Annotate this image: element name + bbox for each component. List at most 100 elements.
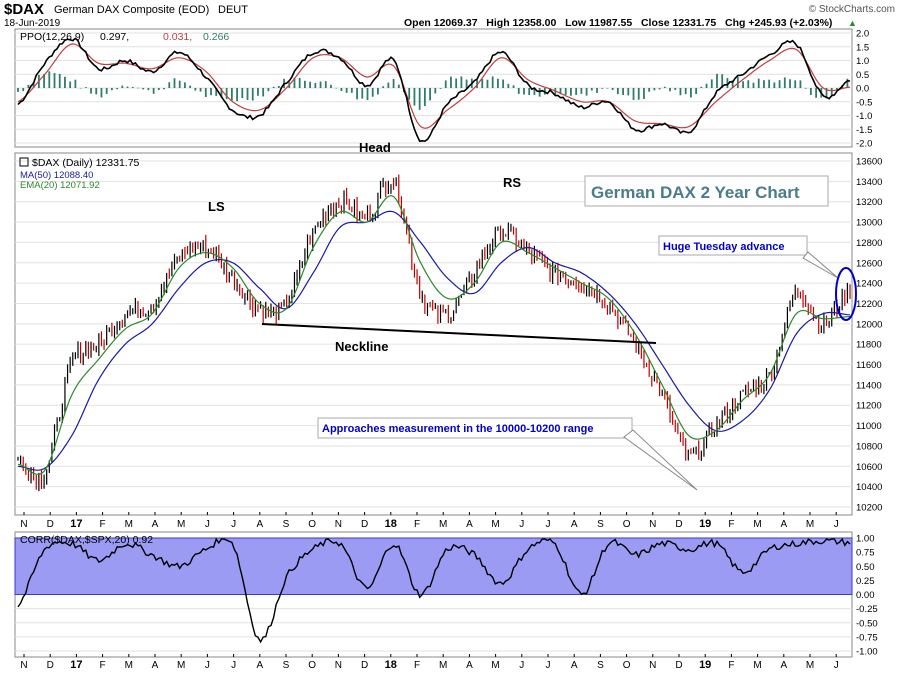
ppo-hist-bar: [371, 88, 374, 97]
x-tick-label: J: [205, 660, 210, 671]
ppo-hist-bar: [361, 88, 364, 99]
x-tick-label: 18: [385, 518, 397, 530]
ppo-tick-label: 1.5: [856, 42, 869, 53]
ppo-hist-bar: [116, 88, 119, 90]
ppo-hist-bar: [194, 88, 197, 91]
ppo-hist-bar: [481, 79, 484, 88]
huge-advance-label: Huge Tuesday advance: [663, 241, 784, 253]
ppo-tick-label: -1.5: [856, 125, 872, 136]
ppo-tick-label: 0.0: [856, 84, 869, 95]
chart-title-box: [584, 175, 829, 207]
x-tick-label: F: [100, 660, 106, 671]
ppo-hist-bar: [679, 88, 682, 96]
ppo-hist-bar: [846, 78, 849, 88]
corr-tick-label: 0.75: [856, 548, 875, 559]
ppo-hist-bar: [580, 88, 583, 94]
ppo-hist-bar: [423, 88, 426, 107]
ppo-hist-bar: [58, 73, 61, 88]
price-tick-label: 11400: [856, 380, 882, 391]
corr-tick-label: -0.75: [856, 632, 878, 643]
ppo-hist-bar: [79, 88, 82, 89]
legend-symbol: $DAX (Daily) 12331.75: [32, 157, 140, 169]
ppo-hist-bar: [64, 76, 66, 88]
ppo-hist-bar: [137, 87, 139, 89]
ppo-hist-bar: [564, 88, 567, 95]
ppo-hist-bar: [178, 80, 181, 88]
ppo-hist-bar: [74, 79, 77, 88]
x-tick-label: J: [231, 660, 236, 671]
x-tick-label: 19: [699, 518, 711, 530]
x-tick-label: D: [361, 660, 368, 671]
x-tick-label: A: [152, 519, 159, 530]
ppo-hist-bar: [653, 88, 656, 91]
ppo-hist-bar: [710, 79, 713, 88]
ppo-hist-bar: [752, 82, 755, 88]
x-tick-label: N: [20, 660, 27, 671]
x-tick-label: J: [546, 660, 551, 671]
ppo-hist-bar: [596, 88, 598, 93]
ema20-line: [17, 194, 851, 476]
corr-line: [17, 537, 851, 644]
ppo-hist-bar: [830, 88, 833, 96]
ppo-hist-bar: [204, 88, 207, 97]
ppo-hist-bar: [377, 88, 379, 95]
ppo-hist-bar: [105, 88, 108, 94]
price-tick-label: 12600: [856, 258, 882, 269]
head-label: Head: [359, 140, 391, 155]
ppo-hist-bar: [324, 81, 327, 88]
ppo-hist-bar: [157, 88, 160, 91]
approach-label: Approaches measurement in the 10000-1020…: [322, 423, 593, 435]
ma50-line: [17, 210, 851, 471]
ppo-hist-bar: [590, 88, 593, 91]
quote-line: Open 12069.37 High 12358.00 Low 11987.55…: [404, 17, 832, 29]
price-tick-label: 12200: [856, 299, 882, 310]
ppo-hist-bar: [616, 88, 619, 95]
ppo-hist-bar: [763, 80, 765, 88]
ppo-hist-bar: [757, 78, 760, 88]
price-tick-label: 13200: [856, 197, 882, 208]
neckline: [261, 323, 657, 344]
ppo-hist-bar: [726, 78, 729, 88]
ppo-hist-bar: [684, 88, 687, 95]
ppo-hist-bar: [773, 82, 776, 88]
x-tick-label: O: [308, 660, 316, 671]
ppo-hist-bar: [397, 84, 400, 88]
exchange-label: DEUT: [218, 4, 248, 16]
ppo-hist-bar: [643, 88, 645, 100]
ppo-hist-bar: [418, 88, 421, 110]
ppo-hist-bar: [387, 82, 390, 88]
change-up-icon: ▲: [848, 18, 857, 28]
x-tick-label: J: [546, 519, 551, 530]
ppo-hist-bar: [335, 87, 338, 89]
ppo-hist-bar: [768, 79, 771, 88]
ppo-hist-bar: [491, 76, 494, 88]
ppo-hist-bar: [110, 88, 113, 91]
x-tick-label: F: [414, 519, 420, 530]
ppo-hist-bar: [17, 88, 19, 92]
ppo-hist-bar: [356, 88, 358, 100]
rs-label: RS: [503, 175, 521, 190]
ppo-hist-bar: [674, 88, 677, 90]
huge-advance-pointer: [802, 251, 839, 279]
ppo-hist-bar: [90, 88, 92, 94]
ppo-hist-bar: [340, 88, 343, 92]
x-tick-label: F: [414, 660, 420, 671]
legend-ema20: EMA(20) 12071.92: [20, 180, 100, 191]
ppo-hist-bar: [152, 88, 155, 94]
ppo-hist-bar: [413, 88, 416, 106]
ppo-hist-bar: [131, 86, 134, 88]
corr-panel: 1.00 0.75 0.50 0.25 0.00 -0.25 -0.50 -0.75 -1.00…: [14, 531, 878, 658]
ppo-hist-bar: [496, 78, 499, 88]
x-tick-label: M: [177, 519, 185, 530]
corr-tick-label: 1.00: [856, 534, 875, 545]
ppo-hist-bar: [293, 77, 296, 88]
ppo-hist-bar: [799, 80, 802, 88]
ppo-hist-bar: [429, 88, 431, 101]
x-tick-label: M: [439, 660, 447, 671]
ppo-hist-bar: [439, 88, 442, 89]
corr-tick-label: -0.50: [856, 618, 878, 629]
price-tick-label: 12800: [856, 238, 882, 249]
ppo-hist-bar: [450, 76, 452, 88]
ppo-hist-bar: [538, 88, 541, 97]
x-tick-label: 18: [385, 659, 397, 671]
